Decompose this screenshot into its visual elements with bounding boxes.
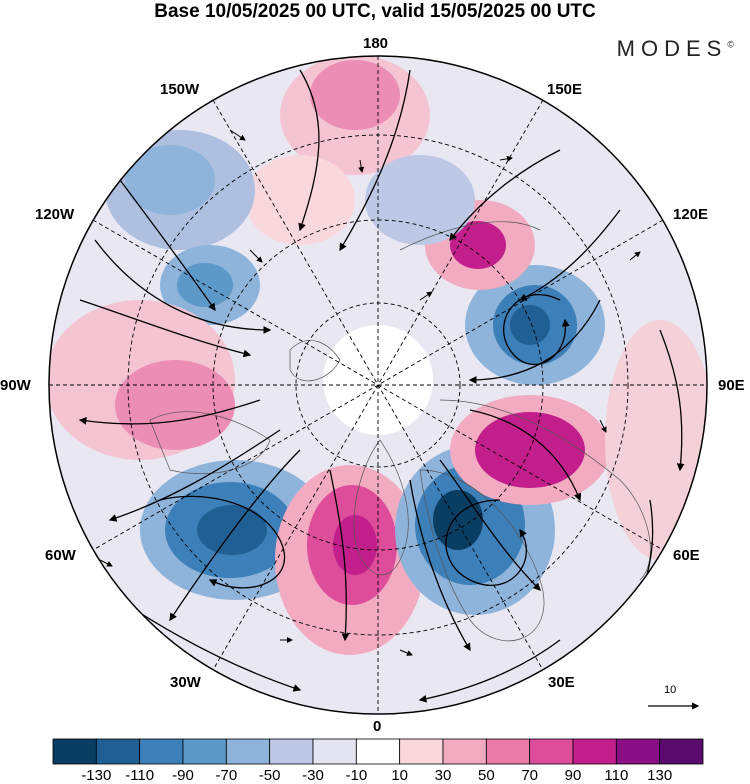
coastline-hudson-bay [149, 411, 271, 475]
colorbar-tick-label: 10 [391, 767, 408, 784]
map-border [48, 55, 708, 715]
lon-label-90w: 90W [0, 377, 31, 394]
vector-arrow [499, 155, 513, 162]
anomaly-150e-negative [365, 155, 475, 245]
streamline [159, 495, 286, 589]
colorbar-swatch [572, 738, 617, 765]
colorbar-swatch [399, 738, 444, 765]
lon-label-120e: 120E [673, 206, 709, 223]
colorbar [52, 738, 704, 765]
streamline [659, 329, 685, 472]
streamline [409, 479, 471, 652]
anomaly-north-positive-core [310, 60, 400, 130]
lon-label-150w: 150W [160, 81, 200, 98]
wind-vectors [99, 129, 641, 656]
vector-arrow [399, 649, 413, 656]
colorbar-tick-label: -50 [258, 767, 281, 784]
colorbar-swatch [529, 738, 574, 765]
colorbar-tick-label: 130 [647, 767, 673, 784]
lon-label-180: 180 [363, 35, 389, 52]
reference-vector-label: 10 [664, 684, 677, 696]
colorbar-swatch [615, 738, 661, 765]
meridian-60w-120e [92, 219, 664, 551]
colorbar-tick-label: -130 [81, 767, 112, 784]
streamline [449, 149, 561, 242]
anomaly-150w-negative-core [125, 145, 215, 215]
colorbar-tick-label: -10 [345, 767, 368, 784]
streamline [518, 209, 621, 301]
vector-arrow [629, 251, 641, 261]
streamline [298, 69, 320, 232]
anomaly-30e-negative-center [433, 490, 483, 550]
map-disc [49, 56, 707, 714]
vector-arrow [229, 129, 246, 141]
logo-text: MODES [616, 36, 728, 61]
colorbar-swatch [139, 738, 184, 765]
anomaly-field [49, 56, 707, 655]
colorbar-swatch [312, 738, 357, 765]
coastline-siberia [439, 399, 651, 581]
streamline [329, 469, 350, 642]
vector-arrow [419, 291, 433, 301]
colorbar-tick-label: 70 [521, 767, 538, 784]
colorbar-swatch [95, 738, 141, 765]
lon-label-0: 0 [373, 718, 382, 735]
streamline [119, 179, 216, 312]
streamline [339, 69, 411, 252]
colorbar-swatch [269, 738, 314, 765]
colorbar-tick-label: 90 [564, 767, 582, 784]
colorbar-swatch [182, 738, 227, 765]
colorbar-tick-label: 110 [604, 767, 629, 784]
streamline [445, 499, 527, 586]
anomaly-east-edge-positive [605, 320, 707, 560]
streamline [169, 449, 301, 622]
anomaly-90e-negative-center [510, 305, 550, 345]
lon-label-120w: 120W [35, 206, 75, 223]
streamline [439, 459, 541, 591]
streamline [94, 239, 272, 334]
colorbar-swatch [442, 738, 487, 765]
coastline-alaska-chukotka [399, 221, 541, 251]
lon-label-60e: 60E [673, 547, 700, 564]
logo-copyright-mark: © [727, 39, 734, 50]
streamline [78, 399, 261, 425]
colorbar-tick-label: -30 [302, 767, 324, 784]
vector-arrow [249, 249, 263, 263]
lon-label-90e: 90E [718, 377, 745, 394]
anomaly-60w-negative-center [197, 505, 267, 555]
vector-arrow [599, 419, 607, 433]
lon-label-150e: 150E [547, 81, 583, 98]
colorbar-tick-label: -90 [172, 767, 194, 784]
reference-vector: 10 [642, 684, 702, 714]
vector-arrow [358, 159, 365, 173]
streamline [79, 299, 252, 358]
graticule [49, 56, 707, 714]
modes-logo: MODES© [617, 36, 734, 62]
coastline-greenland [353, 439, 409, 575]
streamline [469, 409, 582, 502]
colorbar-swatch [659, 738, 704, 765]
map-title: Base 10/05/2025 00 UTC, valid 15/05/2025… [154, 1, 596, 22]
colorbar-swatch [52, 738, 97, 765]
colorbar-tick-label: -110 [125, 767, 155, 784]
colorbar-swatch [355, 738, 401, 765]
anomaly-120e-positive-core [450, 221, 506, 269]
colorbar-tick-label: -70 [215, 767, 238, 784]
lon-label-30e: 30E [548, 674, 575, 691]
colorbar-tick-label: 50 [477, 767, 495, 784]
anomaly-north-positive-tail [245, 155, 355, 245]
colorbar-swatch [225, 738, 271, 765]
lon-label-30w: 30W [170, 674, 201, 691]
vector-arrow [99, 559, 113, 567]
colorbar-tick-label: 30 [434, 767, 452, 784]
streamline [503, 294, 570, 366]
streamline [108, 429, 281, 522]
lon-label-60w: 60W [45, 547, 76, 564]
anomaly-90w-positive-core [115, 360, 235, 450]
streamline [418, 639, 561, 703]
colorbar-swatch [485, 738, 531, 765]
